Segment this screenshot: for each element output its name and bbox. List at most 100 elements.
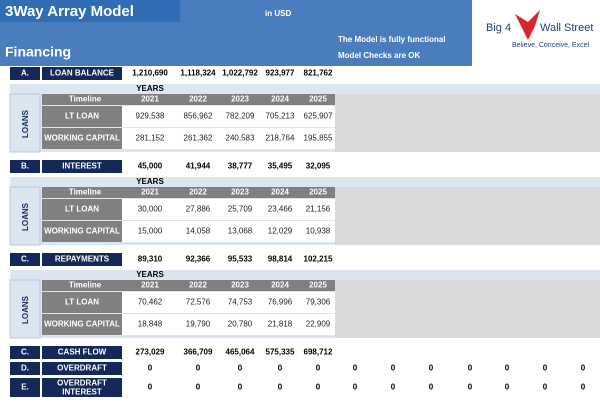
row-value: 92,366 [186, 255, 211, 264]
row-label-cell [10, 362, 40, 375]
row-name-cell [42, 221, 122, 242]
row-name-cell [42, 253, 122, 266]
row-label: E. [21, 383, 29, 392]
cell-value: 13,068 [228, 227, 253, 236]
year: 2021 [141, 281, 159, 290]
cell-value: 18,848 [138, 320, 163, 329]
row-name: CASH FLOW [58, 348, 107, 357]
cell-value: 25,709 [228, 205, 253, 214]
row-value: 273,029 [136, 348, 165, 357]
row-label-cell [10, 253, 40, 266]
table-side-label: LOANS [21, 202, 30, 231]
row-name-cell [42, 128, 122, 149]
row-label: C. [21, 348, 29, 357]
year: 2023 [231, 95, 249, 104]
cell-value: 20,780 [228, 320, 253, 329]
cell-value: 21,818 [268, 320, 293, 329]
row-name: WORKING CAPITAL [44, 227, 120, 236]
row-value: 38,777 [228, 162, 253, 171]
value-cells [122, 221, 335, 242]
row-value: 0 [278, 383, 283, 392]
year: 2024 [271, 188, 289, 197]
row-name-cell [42, 292, 122, 313]
row-value: 0 [238, 383, 243, 392]
cell-value: 70,462 [138, 298, 163, 307]
years-label: YEARS [136, 84, 164, 93]
row-label-cell [10, 378, 40, 397]
row-value: 923,977 [266, 69, 295, 78]
row-value: 1,118,324 [180, 69, 216, 78]
row-value: 35,495 [268, 162, 293, 171]
table-gray-area [335, 280, 600, 338]
status: Model Checks are OK [338, 51, 420, 60]
timeline-bar [42, 187, 335, 198]
row-name-cell [42, 199, 122, 220]
row-value: 0 [238, 364, 243, 373]
row-name: LOAN BALANCE [50, 69, 115, 78]
row-name: LT LOAN [65, 298, 99, 307]
row-value: 0 [196, 383, 201, 392]
cell-value: 23,466 [268, 205, 293, 214]
row-name-cell [42, 378, 122, 397]
row-value: 0 [429, 383, 434, 392]
row-value: 89,310 [138, 255, 163, 264]
row-value: 0 [468, 383, 473, 392]
value-cells [122, 199, 335, 220]
cell-value: 27,886 [186, 205, 211, 214]
row-name: OVERDRAFT INTEREST [57, 379, 107, 397]
row-value: 32,095 [306, 162, 331, 171]
row-value: 0 [353, 383, 358, 392]
logo-eagle [515, 10, 540, 40]
year: 2025 [309, 281, 327, 290]
row-name: WORKING CAPITAL [44, 134, 120, 143]
row-name: REPAYMENTS [55, 255, 110, 264]
row-value: 0 [196, 364, 201, 373]
year: 2024 [271, 281, 289, 290]
cell-value: 72,576 [186, 298, 211, 307]
logo-tagline: Believe, Conceive, Excel [512, 42, 589, 49]
cell-value: 782,209 [226, 112, 255, 121]
row-value: 1,210,690 [132, 69, 168, 78]
row-value: 821,762 [304, 69, 333, 78]
table-gray-area [335, 187, 600, 245]
timeline-label: Timeline [69, 95, 102, 104]
year: 2025 [309, 188, 327, 197]
year: 2022 [189, 281, 207, 290]
timeline-bar [42, 94, 335, 105]
row-label-cell [10, 160, 40, 173]
row-label: B. [21, 162, 29, 171]
years-label: YEARS [136, 177, 164, 186]
cell-value: 14,058 [186, 227, 211, 236]
year: 2021 [141, 188, 159, 197]
row-value: 0 [353, 364, 358, 373]
row-value: 575,335 [266, 348, 295, 357]
row-value: 0 [543, 364, 548, 373]
row-name-cell [42, 160, 122, 173]
row-label: C. [21, 255, 29, 264]
row-value: 0 [278, 364, 283, 373]
row-value: 0 [505, 383, 510, 392]
row-value: 366,709 [184, 348, 213, 357]
cell-value: 76,996 [268, 298, 293, 307]
cell-value: 74,753 [228, 298, 253, 307]
row-value: 41,944 [186, 162, 211, 171]
year: 2022 [189, 95, 207, 104]
row-value: 98,814 [268, 255, 293, 264]
timeline-label: Timeline [69, 188, 102, 197]
row-value: 0 [391, 383, 396, 392]
year: 2024 [271, 95, 289, 104]
table-side-label: LOANS [21, 109, 30, 138]
cell-value: 19,790 [186, 320, 211, 329]
row-name-cell [42, 346, 122, 359]
cell-value: 261,362 [184, 134, 213, 143]
logo-box [474, 0, 600, 66]
row-name-cell [42, 314, 122, 335]
cell-value: 30,000 [138, 205, 163, 214]
row-value: 0 [581, 364, 586, 373]
row-name: INTEREST [62, 162, 102, 171]
row-label-cell [10, 346, 40, 359]
table-side [9, 93, 41, 153]
row-name: LT LOAN [65, 112, 99, 121]
cell-value: 21,156 [306, 205, 331, 214]
